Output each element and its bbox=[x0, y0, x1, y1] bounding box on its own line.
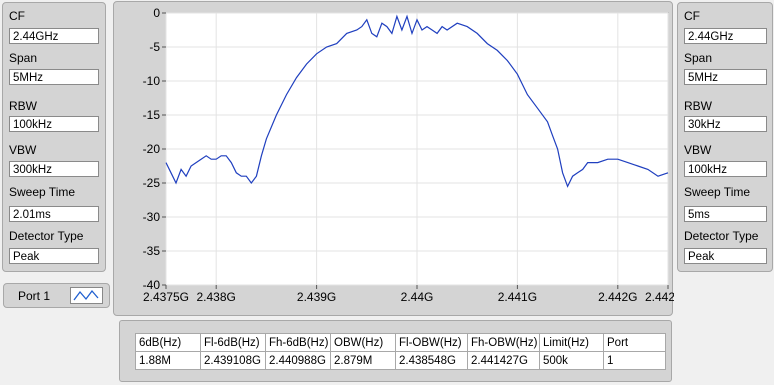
y-tick-label: -5 bbox=[149, 40, 160, 54]
x-tick-label: 2.44G bbox=[401, 290, 434, 304]
rbw-label: RBW bbox=[9, 99, 37, 113]
results-table-panel: 6dB(Hz) Fl-6dB(Hz) Fh-6dB(Hz) OBW(Hz) Fl… bbox=[119, 320, 672, 382]
y-tick-label: -15 bbox=[143, 108, 161, 122]
left-settings-panel: CF 2.44GHz Span 5MHz RBW 100kHz VBW 300k… bbox=[2, 2, 106, 272]
header-fh-obw: Fh-OBW(Hz) bbox=[467, 333, 540, 352]
cell-fl-obw: 2.438548G bbox=[395, 351, 468, 370]
port-selector[interactable]: Port 1 bbox=[3, 283, 110, 308]
cf-field[interactable]: 2.44GHz bbox=[9, 28, 99, 44]
detector-type-label: Detector Type bbox=[684, 229, 759, 243]
header-fl-obw: Fl-OBW(Hz) bbox=[395, 333, 468, 352]
span-label: Span bbox=[9, 51, 38, 65]
y-tick-label: -25 bbox=[143, 176, 161, 190]
sweep-time-label: Sweep Time bbox=[684, 185, 751, 199]
vbw-field[interactable]: 300kHz bbox=[9, 161, 99, 177]
span-field[interactable]: 5MHz bbox=[684, 69, 767, 85]
x-tick-label: 2.441G bbox=[498, 290, 537, 304]
port-label: Port 1 bbox=[18, 289, 51, 303]
y-tick-label: -20 bbox=[143, 142, 161, 156]
y-tick-label: -40 bbox=[143, 278, 161, 292]
rbw-field[interactable]: 100kHz bbox=[9, 116, 99, 132]
rbw-field[interactable]: 30kHz bbox=[684, 116, 767, 132]
rbw-label: RBW bbox=[684, 99, 712, 113]
detector-type-label: Detector Type bbox=[9, 229, 84, 243]
detector-type-field[interactable]: Peak bbox=[9, 248, 99, 264]
x-tick-label: 2.439G bbox=[297, 290, 336, 304]
x-tick-label: 2.438G bbox=[197, 290, 236, 304]
span-label: Span bbox=[684, 51, 713, 65]
header-limit: Limit(Hz) bbox=[539, 333, 604, 352]
waveform-icon[interactable] bbox=[70, 287, 103, 304]
vbw-field[interactable]: 100kHz bbox=[684, 161, 767, 177]
header-obw: OBW(Hz) bbox=[330, 333, 396, 352]
spectrum-trace-line bbox=[165, 14, 669, 188]
y-tick-label: -10 bbox=[143, 74, 161, 88]
x-tick-label: 2.4425G bbox=[645, 290, 674, 304]
sweep-time-field[interactable]: 5ms bbox=[684, 206, 767, 222]
spectrum-chart: 0 -5 -10 -15 -20 -25 -30 -35 -402.4375G 2.438G 2.4… bbox=[143, 6, 674, 304]
y-tick-label: -30 bbox=[143, 210, 161, 224]
cf-label: CF bbox=[9, 9, 25, 23]
y-tick-label: -35 bbox=[143, 244, 161, 258]
cf-field[interactable]: 2.44GHz bbox=[684, 28, 767, 44]
sweep-time-label: Sweep Time bbox=[9, 185, 76, 199]
cf-label: CF bbox=[684, 9, 700, 23]
header-fl-6db: Fl-6dB(Hz) bbox=[200, 333, 266, 352]
cell-limit: 500k bbox=[539, 351, 604, 370]
cell-obw: 2.879M bbox=[330, 351, 396, 370]
right-settings-panel: CF 2.44GHz Span 5MHz RBW 30kHz VBW 100kH… bbox=[677, 2, 773, 272]
header-6db: 6dB(Hz) bbox=[135, 333, 201, 352]
detector-type-field[interactable]: Peak bbox=[684, 248, 767, 264]
cell-6db: 1.88M bbox=[135, 351, 201, 370]
sweep-time-field[interactable]: 2.01ms bbox=[9, 206, 99, 222]
vbw-label: VBW bbox=[684, 143, 712, 157]
y-tick-label: 0 bbox=[153, 6, 160, 20]
spectrum-graph: 0 -5 -10 -15 -20 -25 -30 -35 -40 2.4375G 2.438G 2.4… bbox=[113, 1, 674, 316]
vbw-label: VBW bbox=[9, 143, 37, 157]
header-port: Port bbox=[603, 333, 666, 352]
span-field[interactable]: 5MHz bbox=[9, 69, 99, 85]
results-table: 6dB(Hz) Fl-6dB(Hz) Fh-6dB(Hz) OBW(Hz) Fl… bbox=[135, 333, 666, 370]
header-fh-6db: Fh-6dB(Hz) bbox=[265, 333, 331, 352]
x-tick-label: 2.442G bbox=[598, 290, 637, 304]
cell-fl-6db: 2.439108G bbox=[200, 351, 266, 370]
cell-fh-obw: 2.441427G bbox=[467, 351, 540, 370]
x-tick-label: 2.4375G bbox=[143, 290, 189, 304]
cell-fh-6db: 2.440988G bbox=[265, 351, 331, 370]
cell-port: 1 bbox=[603, 351, 666, 370]
